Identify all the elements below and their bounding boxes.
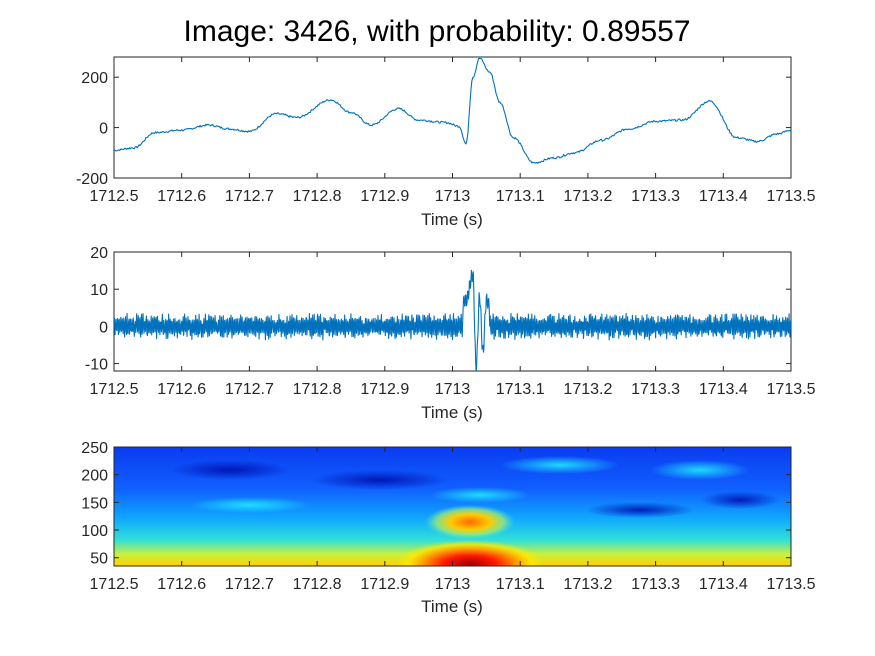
y-tick-label: 100	[81, 523, 108, 540]
x-tick-label: 1712.8	[293, 188, 342, 205]
x-tick-label: 1713.4	[699, 381, 748, 398]
figure-title: Image: 3426, with probability: 0.89557	[184, 15, 691, 48]
x-tick-label: 1713.2	[563, 381, 612, 398]
x-tick-label: 1712.5	[90, 576, 139, 593]
y-tick-label: 0	[99, 319, 108, 336]
y-tick-label: 10	[90, 282, 108, 299]
spectrogram-heatmap	[114, 447, 791, 566]
x-tick-label: 1713.3	[631, 576, 680, 593]
axis-ticks: 1712.5 1712.6 1712.7 1712.8 1712.9 1713 1713.1…	[85, 245, 816, 398]
x-tick-label: 1713.3	[631, 381, 680, 398]
spectrogram-plot: 1712.5 1712.6 1712.7 1712.8 1712.9 1713 1713.1…	[81, 440, 815, 616]
x-tick-label: 1712.9	[360, 381, 409, 398]
x-tick-label: 1712.5	[90, 381, 139, 398]
plot-frame	[113, 251, 792, 372]
raw-signal-line	[114, 57, 791, 164]
y-tick-label: -10	[85, 357, 108, 374]
x-tick-label: 1713.4	[699, 576, 748, 593]
x-tick-label: 1712.7	[225, 381, 274, 398]
x-tick-label: 1712.8	[293, 576, 342, 593]
y-tick-label: 200	[81, 70, 108, 87]
x-tick-label: 1713.5	[767, 576, 816, 593]
x-tick-label: 1713.4	[699, 188, 748, 205]
x-axis-label: Time (s)	[421, 403, 483, 422]
x-tick-label: 1713.2	[563, 188, 612, 205]
y-tick-label: 50	[90, 551, 108, 568]
x-tick-label: 1713.3	[631, 188, 680, 205]
x-axis-label: Time (s)	[421, 597, 483, 616]
x-tick-label: 1712.9	[360, 576, 409, 593]
x-tick-label: 1712.6	[157, 188, 206, 205]
x-tick-label: 1712.6	[157, 381, 206, 398]
y-tick-label: 250	[81, 440, 108, 457]
x-tick-label: 1712.9	[360, 188, 409, 205]
y-tick-label: 0	[99, 121, 108, 138]
x-tick-label: 1712.7	[225, 576, 274, 593]
x-tick-label: 1713.1	[496, 188, 545, 205]
filtered-signal-plot: 1712.5 1712.6 1712.7 1712.8 1712.9 1713 1713.1…	[85, 245, 816, 422]
x-tick-label: 1713.1	[496, 381, 545, 398]
x-tick-label: 1713.5	[767, 381, 816, 398]
filtered-signal-line	[114, 269, 791, 371]
x-tick-label: 1713.5	[767, 188, 816, 205]
y-tick-label: 20	[90, 245, 108, 262]
x-tick-label: 1712.5	[90, 188, 139, 205]
x-tick-label: 1713	[435, 381, 471, 398]
x-axis-label: Time (s)	[421, 210, 483, 229]
axis-ticks: 1712.5 1712.6 1712.7 1712.8 1712.9 1713 1713.1…	[76, 57, 816, 205]
raw-signal-plot: 1712.5 1712.6 1712.7 1712.8 1712.9 1713 1713.1…	[76, 56, 816, 229]
x-tick-label: 1712.6	[157, 576, 206, 593]
x-tick-label: 1713.1	[496, 576, 545, 593]
x-tick-label: 1713	[435, 188, 471, 205]
x-tick-label: 1712.8	[293, 381, 342, 398]
x-tick-label: 1713.2	[563, 576, 612, 593]
y-tick-label: -200	[76, 171, 108, 188]
y-tick-label: 150	[81, 495, 108, 512]
axis-ticks: 1712.5 1712.6 1712.7 1712.8 1712.9 1713 1713.1…	[81, 440, 815, 593]
x-tick-label: 1712.7	[225, 188, 274, 205]
plot-frame	[113, 56, 792, 179]
x-tick-label: 1713	[435, 576, 471, 593]
y-tick-label: 200	[81, 468, 108, 485]
